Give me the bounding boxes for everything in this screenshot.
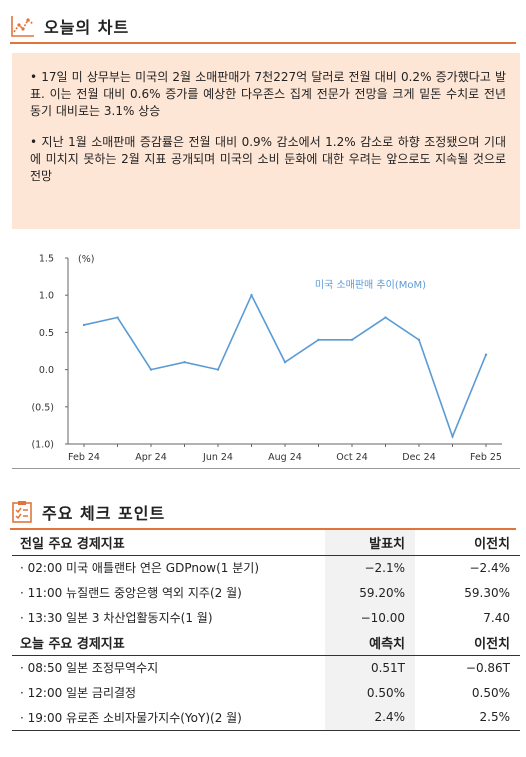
table-row: · 12:00 일본 금리결정 0.50% 0.50%: [12, 680, 520, 705]
header-col-b: 이전치: [415, 530, 520, 556]
data-point: [82, 323, 86, 327]
y-unit-label: (%): [78, 254, 94, 265]
data-point: [417, 338, 421, 342]
indicator-name: · 02:00 미국 애틀랜타 연은 GDPnow(1 분기): [20, 561, 260, 576]
chart-line-icon: [10, 14, 36, 38]
summary-bullet: • 17일 미 상무부는 미국의 2월 소매판매가 7천227억 달러로 전월 …: [30, 70, 506, 118]
table-header-row: 오늘 주요 경제지표 예측치 이전치: [12, 630, 520, 656]
indicator-prev-value: 2.5%: [415, 705, 520, 731]
table-row: · 08:50 일본 조정무역수지 0.51T −0.86T: [12, 655, 520, 680]
x-tick-label: Dec 24: [402, 452, 436, 463]
header-col-b: 이전치: [415, 630, 520, 656]
indicator-value: −2.1%: [325, 555, 415, 580]
series-line: [83, 293, 487, 439]
y-tick-label: 1.5: [39, 254, 54, 265]
y-tick-label: 1.0: [39, 291, 54, 302]
indicator-prev-value: 0.50%: [471, 685, 510, 700]
summary-box: • 17일 미 상무부는 미국의 2월 소매판매가 7천227억 달러로 전월 …: [12, 53, 520, 229]
data-point: [250, 294, 253, 297]
chart-svg: 1.5 1.0 0.5 0.0 (0.5) (1.0) (%) Feb 24 Apr 24 Jun…: [31, 254, 502, 463]
data-point: [484, 353, 488, 356]
y-tick-label: (1.0): [31, 440, 54, 451]
indicator-value: 59.20%: [325, 580, 415, 605]
header-col-a: 예측치: [325, 630, 415, 656]
line-chart: 1.5 1.0 0.5 0.0 (0.5) (1.0) (%) Feb 24 Apr 24 Jun…: [12, 238, 520, 468]
indicator-value: −10.00: [325, 605, 415, 630]
section-header-check-points: 주요 체크 포인트: [10, 500, 165, 524]
table-row: · 13:30 일본 3 차산업활동지수(1 월) −10.00 7.40: [12, 605, 520, 630]
data-point: [116, 316, 119, 319]
data-point: [283, 360, 287, 364]
header-col-a: 발표치: [325, 530, 415, 556]
chart-divider: [12, 468, 520, 469]
x-tick-label: Oct 24: [336, 452, 368, 463]
y-tick-label: (0.5): [31, 402, 54, 413]
data-point: [384, 316, 387, 319]
y-tick-label: 0.5: [39, 328, 54, 339]
data-point: [183, 360, 186, 364]
indicator-name: · 12:00 일본 금리결정: [20, 686, 137, 700]
indicator-forecast: 0.51T: [325, 655, 415, 680]
x-tick-label: Apr 24: [135, 452, 167, 463]
indicator-prev-value: −2.4%: [469, 560, 510, 575]
checklist-icon: [10, 500, 34, 524]
data-point: [317, 338, 320, 342]
summary-bullet: • 지난 1월 소매판매 증감률은 전월 대비 0.9% 감소에서 1.2% 감…: [30, 135, 506, 183]
indicator-prev-value: −0.86T: [465, 660, 510, 675]
indicator-prev-value: 7.40: [483, 610, 510, 625]
x-tick-label: Feb 25: [470, 452, 502, 463]
x-tick-label: Aug 24: [268, 452, 302, 463]
data-point: [149, 368, 153, 371]
data-point: [350, 338, 354, 342]
indicators-table: 전일 주요 경제지표 발표치 이전치 · 02:00 미국 애틀랜타 연은 GD…: [12, 530, 520, 731]
table-row: · 02:00 미국 애틀랜타 연은 GDPnow(1 분기) −2.1% −2…: [12, 555, 520, 580]
section-header-todays-chart: 오늘의 차트: [10, 14, 129, 38]
legend-label: 미국 소매판매 추이(MoM): [315, 279, 426, 291]
indicator-forecast: 0.50%: [325, 680, 415, 705]
indicator-name: · 08:50 일본 조정무역수지: [20, 661, 159, 676]
x-tick-label: Jun 24: [202, 452, 233, 463]
indicator-forecast: 2.4%: [325, 705, 415, 731]
table-header-row: 전일 주요 경제지표 발표치 이전치: [12, 530, 520, 556]
header-label: 오늘 주요 경제지표: [12, 630, 325, 656]
y-tick-label: 0.0: [39, 365, 54, 376]
section-title: 오늘의 차트: [44, 18, 130, 37]
table-row: · 11:00 뉴질랜드 중앙은행 역외 지주(2 월) 59.20% 59.3…: [12, 580, 520, 605]
section-divider: [10, 42, 516, 44]
indicator-name: · 11:00 뉴질랜드 중앙은행 역외 지주(2 월): [20, 586, 242, 600]
data-point: [451, 435, 454, 438]
indicator-name: · 13:30 일본 3 차산업활동지수(1 월): [20, 611, 213, 625]
header-label: 전일 주요 경제지표: [12, 530, 325, 556]
indicator-name: · 19:00 유로존 소비자물가지수(YoY)(2 월): [12, 705, 325, 731]
section-title: 주요 체크 포인트: [42, 504, 166, 523]
section-divider: [10, 528, 516, 530]
indicator-prev-value: 59.30%: [464, 585, 510, 600]
data-point: [216, 368, 220, 371]
table-row: · 19:00 유로존 소비자물가지수(YoY)(2 월) 2.4% 2.5%: [12, 705, 520, 731]
x-tick-label: Feb 24: [68, 452, 100, 463]
